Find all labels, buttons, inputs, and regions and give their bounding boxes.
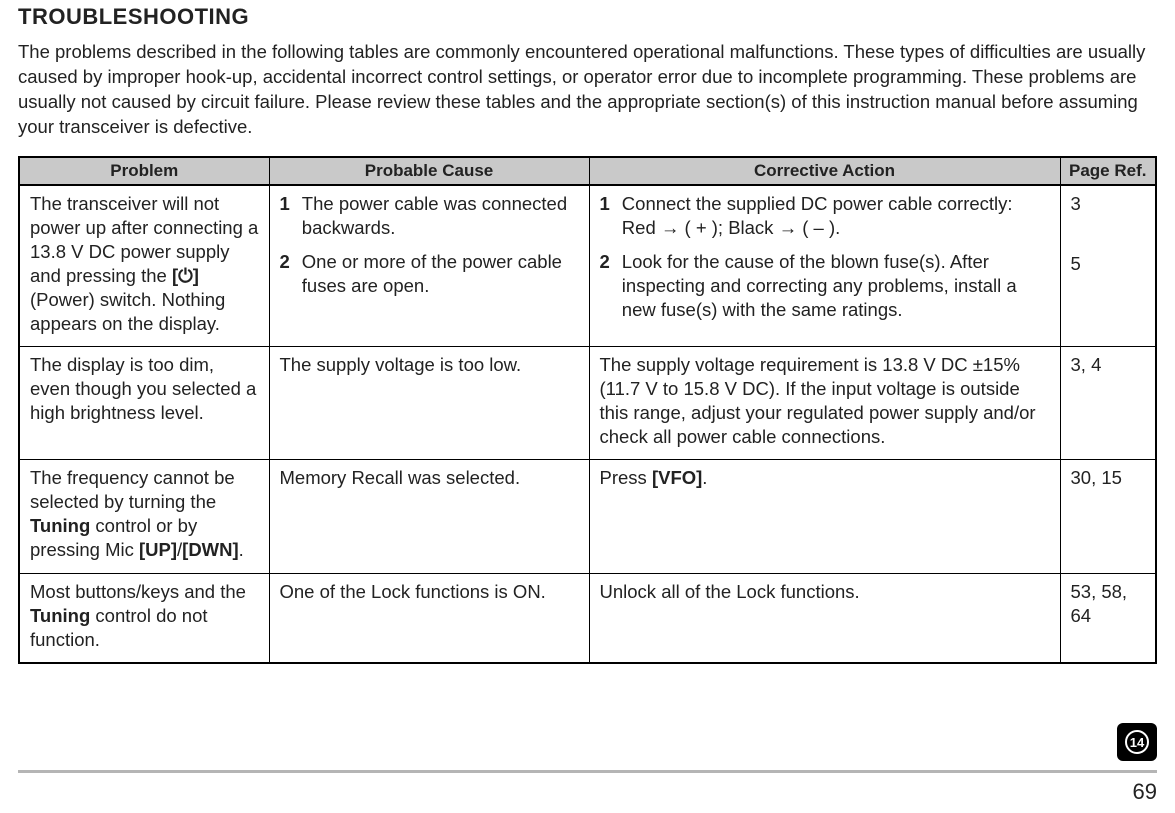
chapter-tab: 14 bbox=[1117, 723, 1157, 761]
up-key-label: [UP] bbox=[139, 539, 177, 560]
cell-problem: The frequency cannot be selected by turn… bbox=[19, 460, 269, 573]
page-number: 69 bbox=[1133, 779, 1157, 805]
item-number: 2 bbox=[280, 250, 290, 298]
tuning-label: Tuning bbox=[30, 605, 90, 626]
col-header-cause: Probable Cause bbox=[269, 157, 589, 185]
text: (Power) switch. Nothing appears on the d… bbox=[30, 289, 225, 334]
cell-cause: One of the Lock functions is ON. bbox=[269, 573, 589, 663]
item-number: 1 bbox=[280, 192, 290, 240]
cell-page-ref: 3 5 bbox=[1060, 185, 1156, 347]
cell-problem: Most buttons/keys and the Tuning control… bbox=[19, 573, 269, 663]
list-item: 1 The power cable was connected backward… bbox=[280, 192, 579, 240]
cell-action: Unlock all of the Lock functions. bbox=[589, 573, 1060, 663]
tuning-label: Tuning bbox=[30, 515, 90, 536]
page-ref: 3 bbox=[1071, 192, 1146, 216]
col-header-problem: Problem bbox=[19, 157, 269, 185]
col-header-action: Corrective Action bbox=[589, 157, 1060, 185]
table-row: The transceiver will not power up after … bbox=[19, 185, 1156, 347]
list-item: 2 Look for the cause of the blown fuse(s… bbox=[600, 250, 1050, 322]
text: The frequency cannot be selected by turn… bbox=[30, 467, 235, 512]
page-title: TROUBLESHOOTING bbox=[18, 4, 1157, 30]
cell-action: 1 Connect the supplied DC power cable co… bbox=[589, 185, 1060, 347]
cell-action: Press [VFO]. bbox=[589, 460, 1060, 573]
cell-cause: Memory Recall was selected. bbox=[269, 460, 589, 573]
item-text: One or more of the power cable fuses are… bbox=[302, 250, 579, 298]
cell-action: The supply voltage requirement is 13.8 V… bbox=[589, 347, 1060, 460]
item-number: 2 bbox=[600, 250, 610, 322]
cell-cause: 1 The power cable was connected backward… bbox=[269, 185, 589, 347]
page-ref: 5 bbox=[1071, 252, 1146, 276]
dwn-key-label: [DWN] bbox=[182, 539, 239, 560]
cell-problem: The display is too dim, even though you … bbox=[19, 347, 269, 460]
cell-page-ref: 3, 4 bbox=[1060, 347, 1156, 460]
table-header-row: Problem Probable Cause Corrective Action… bbox=[19, 157, 1156, 185]
item-number: 1 bbox=[600, 192, 610, 240]
intro-paragraph: The problems described in the following … bbox=[18, 40, 1157, 140]
text: The transceiver will not power up after … bbox=[30, 193, 258, 286]
item-text: Connect the supplied DC power cable corr… bbox=[622, 192, 1050, 240]
troubleshooting-table: Problem Probable Cause Corrective Action… bbox=[18, 156, 1157, 664]
text: Press bbox=[600, 467, 652, 488]
cell-page-ref: 30, 15 bbox=[1060, 460, 1156, 573]
table-row: The frequency cannot be selected by turn… bbox=[19, 460, 1156, 573]
cell-cause: The supply voltage is too low. bbox=[269, 347, 589, 460]
cell-page-ref: 53, 58, 64 bbox=[1060, 573, 1156, 663]
item-text: Look for the cause of the blown fuse(s).… bbox=[622, 250, 1050, 322]
text: . bbox=[702, 467, 707, 488]
power-key-label: [⏻] bbox=[172, 265, 199, 286]
chapter-number: 14 bbox=[1125, 730, 1149, 754]
cell-problem: The transceiver will not power up after … bbox=[19, 185, 269, 347]
item-text: The power cable was connected backwards. bbox=[302, 192, 579, 240]
table-row: Most buttons/keys and the Tuning control… bbox=[19, 573, 1156, 663]
list-item: 2 One or more of the power cable fuses a… bbox=[280, 250, 579, 298]
list-item: 1 Connect the supplied DC power cable co… bbox=[600, 192, 1050, 240]
page: TROUBLESHOOTING The problems described i… bbox=[0, 4, 1175, 813]
text: Most buttons/keys and the bbox=[30, 581, 246, 602]
col-header-page: Page Ref. bbox=[1060, 157, 1156, 185]
vfo-key-label: [VFO] bbox=[652, 467, 702, 488]
table-row: The display is too dim, even though you … bbox=[19, 347, 1156, 460]
footer-rule bbox=[18, 770, 1157, 773]
text: . bbox=[239, 539, 244, 560]
